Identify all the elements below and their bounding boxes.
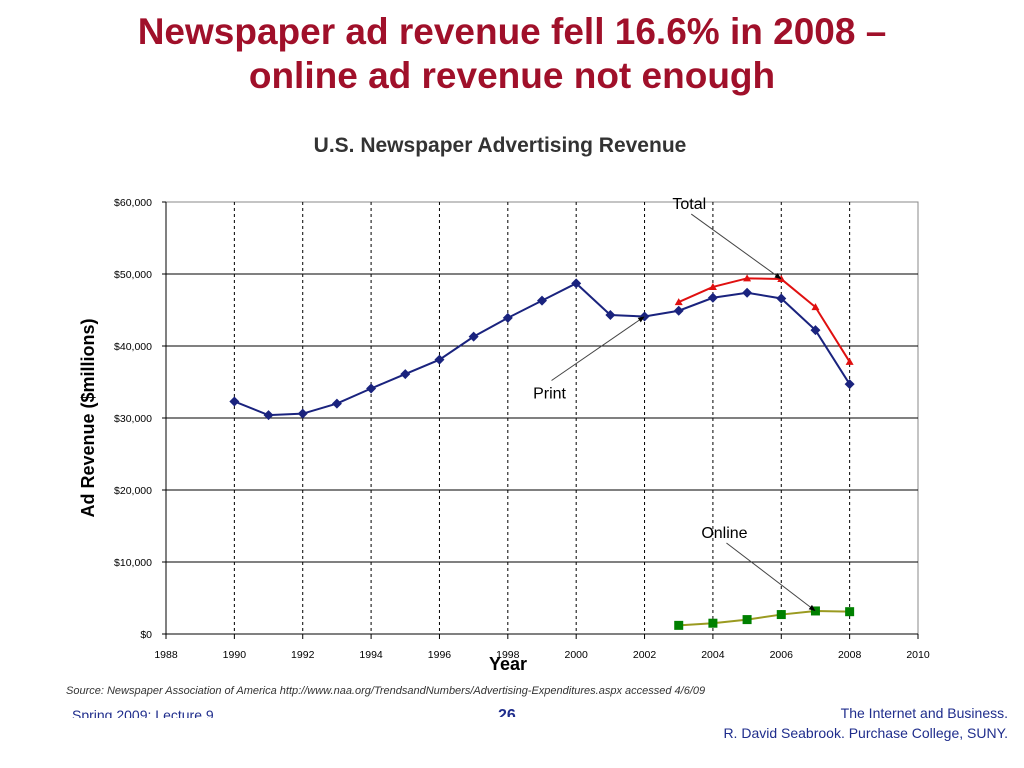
online-point bbox=[674, 620, 684, 630]
print-point bbox=[707, 292, 718, 303]
footer-credit-line-1: The Internet and Business. bbox=[840, 705, 1008, 721]
online-point bbox=[776, 610, 786, 620]
revenue-chart: U.S. Newspaper Advertising Revenue $0 $10… bbox=[66, 134, 930, 697]
print-point bbox=[571, 278, 582, 289]
print-annotation-arrowhead bbox=[637, 316, 645, 323]
y-axis-label: Ad Revenue ($millions) bbox=[78, 318, 98, 517]
y-tick-label: $10,000 bbox=[114, 557, 152, 569]
x-tick-label: 1990 bbox=[223, 649, 247, 661]
print-point bbox=[810, 325, 821, 336]
print-point bbox=[263, 410, 274, 421]
x-tick-label: 2002 bbox=[633, 649, 657, 661]
total-series-line bbox=[678, 277, 851, 363]
y-tick-label: $20,000 bbox=[114, 485, 152, 497]
print-point bbox=[537, 295, 547, 306]
x-tick-label: 2004 bbox=[701, 649, 725, 661]
online-annotation-leader bbox=[726, 542, 816, 612]
slide-title-line-2: online ad revenue not enough bbox=[248, 55, 776, 96]
print-point bbox=[742, 287, 753, 298]
print-point bbox=[673, 305, 684, 316]
footer-course: Spring 2009: Lecture 9 bbox=[72, 707, 214, 718]
print-point bbox=[468, 331, 479, 342]
total-annotation-arrowhead bbox=[774, 273, 782, 280]
total-annotation-label: Total bbox=[672, 196, 706, 213]
x-tick-label: 2006 bbox=[770, 649, 794, 661]
print-point bbox=[229, 396, 240, 407]
print-point bbox=[297, 408, 308, 419]
online-point bbox=[708, 618, 718, 628]
total-point bbox=[743, 274, 752, 282]
print-point bbox=[844, 379, 855, 390]
online-annotation-label: Online bbox=[701, 525, 747, 542]
print-point bbox=[366, 383, 377, 394]
slide-title: Newspaper ad revenue fell 16.6% in 2008 … bbox=[0, 10, 1024, 98]
y-tick-label: $30,000 bbox=[114, 413, 152, 425]
source-note: Source: Newspaper Association of America… bbox=[66, 685, 705, 697]
online-point bbox=[845, 607, 855, 617]
grid bbox=[165, 201, 919, 635]
print-point bbox=[502, 312, 513, 323]
footer-credit: The Internet and Business. R. David Seab… bbox=[723, 703, 1008, 743]
footer-credit-line-2: R. David Seabrook. Purchase College, SUN… bbox=[723, 725, 1008, 741]
footer-page-number: 26 bbox=[498, 707, 516, 717]
total-annotation-leader bbox=[690, 213, 782, 280]
print-point bbox=[434, 354, 445, 365]
slide-title-line-1: Newspaper ad revenue fell 16.6% in 2008 … bbox=[137, 11, 887, 52]
print-annotation-label: Print bbox=[533, 385, 566, 402]
x-tick-label: 2008 bbox=[838, 649, 862, 661]
series bbox=[229, 274, 855, 630]
total-point bbox=[811, 303, 820, 311]
print-point bbox=[605, 310, 616, 321]
print-point bbox=[331, 398, 342, 409]
x-tick-label: 1988 bbox=[154, 649, 178, 661]
x-tick-label: 1998 bbox=[496, 649, 520, 661]
y-tick-label: $60,000 bbox=[114, 197, 152, 209]
x-tick-label: 1996 bbox=[428, 649, 452, 661]
total-point bbox=[674, 298, 683, 306]
x-tick-label: 1992 bbox=[291, 649, 315, 661]
x-tick-label: 2000 bbox=[565, 649, 589, 661]
online-point bbox=[742, 615, 752, 625]
print-annotation-leader bbox=[551, 316, 645, 381]
print-point bbox=[776, 293, 787, 304]
x-tick-label: 1994 bbox=[359, 649, 383, 661]
annotations: Total Print Online bbox=[533, 196, 816, 612]
y-tick-label: $40,000 bbox=[114, 341, 152, 353]
print-point bbox=[400, 369, 411, 380]
y-tick-label: $0 bbox=[140, 629, 152, 641]
chart-title: U.S. Newspaper Advertising Revenue bbox=[314, 134, 687, 157]
y-tick-label: $50,000 bbox=[114, 269, 152, 281]
x-tick-label: 2010 bbox=[906, 649, 930, 661]
x-axis-label: Year bbox=[489, 654, 527, 674]
total-point bbox=[845, 357, 854, 365]
total-point bbox=[708, 282, 717, 290]
axes: $0 $10,000 $20,000 $30,000 $40,000 $50,000 $60… bbox=[114, 197, 930, 661]
online-series-line bbox=[678, 609, 850, 627]
online-annotation-arrowhead bbox=[808, 604, 816, 611]
